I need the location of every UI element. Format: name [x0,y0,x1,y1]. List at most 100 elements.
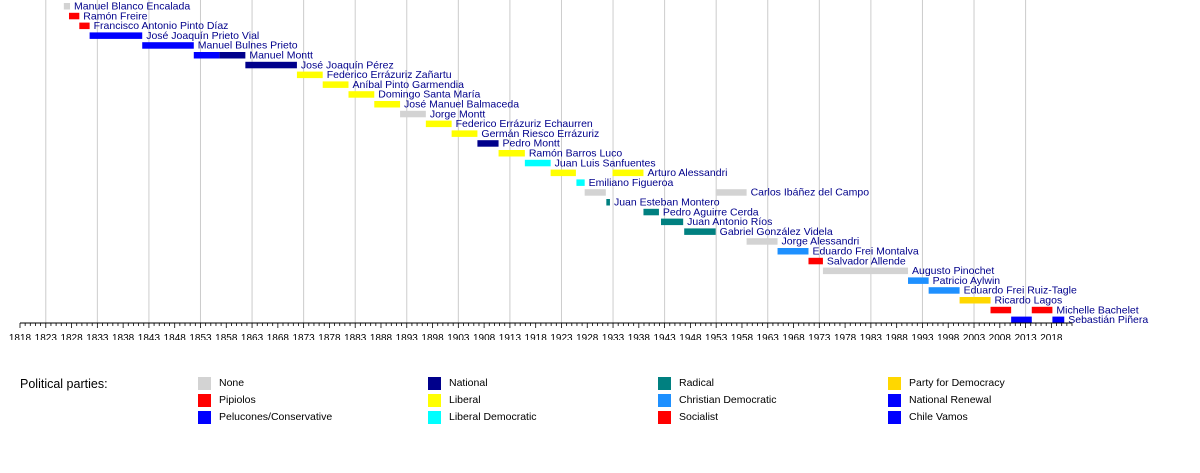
president-4-bar [142,42,194,49]
president-label: Ricardo Lagos [995,295,1063,307]
president-31-term2-bar [1031,306,1053,314]
president-28-bar [908,277,929,284]
tick-label: 1873 [293,333,316,340]
president-5-bar-national [219,52,246,59]
president-label: Jorge Montt [430,108,486,120]
president-5-bar-pelucones [193,52,220,59]
president-label: Augusto Pinochet [912,265,994,277]
president-18-bar [576,179,585,186]
tick-label: 1943 [653,333,676,340]
president-label: Emiliano Figueroa [589,177,674,189]
legend-item-christian_democratic: Christian Democratic [658,393,776,407]
president-13-bar [451,130,478,137]
tick-label: 1933 [602,333,625,340]
tick-label: 1978 [834,333,857,340]
president-label: Juan Antonio Ríos [687,216,772,228]
legend-item-radical: Radical [658,376,714,390]
president-7-bar [296,71,323,79]
tick-label: 1863 [241,333,264,340]
legend-label: National [449,377,488,389]
president-label: Federico Errázuriz Echaurren [456,118,593,130]
president-label: Eduardo Frei Montalva [812,246,918,258]
president-2-bar [79,22,90,30]
president-14-bar [477,140,499,147]
legend-swatch [888,376,901,390]
president-label: Manuel Bulnes Prieto [198,40,298,52]
president-label: Juan Luis Sanfuentes [555,157,656,169]
president-8-bar [322,81,349,88]
legend-swatch [888,410,901,424]
president-label: Germán Riesco Errázuriz [481,128,599,140]
tick-label: 1853 [189,333,212,340]
president-label: Carlos Ibáñez del Campo [751,187,870,199]
president-label: Manuel Blanco Encalada [74,1,190,13]
legend-item-liberal: Liberal [428,393,481,407]
legend-swatch [658,410,671,424]
president-label: Francisco Antonio Pinto Díaz [94,20,229,32]
president-label: Arturo Alessandri [647,167,727,179]
president-21-bar [643,208,659,216]
x-axis: 1818 1823 1828 1833 1838 1843 1848 1853 1858 1863… [9,322,1073,340]
term-bars [63,3,1065,324]
tick-label: 1923 [550,333,573,340]
president-25-bar [777,248,809,255]
tick-label: 1828 [60,333,83,340]
president-label: Manuel Montt [249,50,313,62]
legend-label: Pelucones/Conservative [219,411,333,423]
tick-label: 1918 [525,333,548,340]
grid-lines [45,0,1027,323]
tick-label: 1878 [318,333,341,340]
tick-label: 1973 [808,333,831,340]
tick-label: 1948 [679,333,702,340]
tick-label: 1968 [782,333,805,340]
president-32-term2-bar [1052,316,1065,324]
legend-item-liberal_democratic: Liberal Democratic [428,410,537,424]
legend-swatch [888,393,901,407]
legend-item-chile_vamos: Chile Vamos [888,410,968,424]
president-19-term2-bar [715,189,747,196]
president-10-bar [374,101,401,108]
president-label: Pedro Montt [503,138,560,150]
tick-label: 1908 [473,333,496,340]
legend-item-pelucones: Pelucones/Conservative [198,410,332,424]
president-17-term2-bar [612,169,644,177]
tick-label: 1903 [447,333,470,340]
tick-label: 1833 [86,333,109,340]
president-label: Aníbal Pinto Garmendia [352,79,464,91]
president-label: Michelle Bachelet [1056,304,1138,316]
legend-label: Liberal [449,394,481,406]
president-11-bar [400,110,426,118]
president-label: José Joaquín Pérez [301,59,394,71]
president-label: Patricio Aylwin [933,275,1001,287]
president-label: Eduardo Frei Ruiz-Tagle [964,285,1077,297]
tick-label: 2018 [1040,333,1063,340]
president-9-bar [348,91,375,98]
tick-label: 1953 [705,333,728,340]
president-label: Ramón Barros Luco [529,148,623,160]
legend-item-socialist: Socialist [658,410,718,424]
legend-label: Chile Vamos [909,411,968,423]
legend-title: Political parties: [20,377,108,391]
tick-label: 1963 [757,333,780,340]
tick-label: 1928 [576,333,599,340]
president-32-bar [1011,316,1032,324]
tick-label: 1938 [628,333,651,340]
president-30-bar [959,297,991,304]
tick-label: 1818 [9,333,32,340]
tick-label: 1993 [911,333,934,340]
tick-label: 1848 [164,333,187,340]
legend-label: Radical [679,377,715,389]
president-label: Pedro Aguirre Cerda [663,206,759,218]
president-label: José Joaquín Prieto Vial [146,30,259,42]
president-31-bar [990,306,1012,314]
tick-label: 1998 [937,333,960,340]
president-label: Juan Esteban Montero [614,197,720,209]
legend-label: None [219,377,245,389]
legend-label: Liberal Democratic [449,411,537,423]
president-12-bar [425,120,452,128]
tick-label: 1988 [886,333,909,340]
president-label: José Manuel Balmaceda [404,99,519,111]
legend-label: Pipiolos [219,394,256,406]
